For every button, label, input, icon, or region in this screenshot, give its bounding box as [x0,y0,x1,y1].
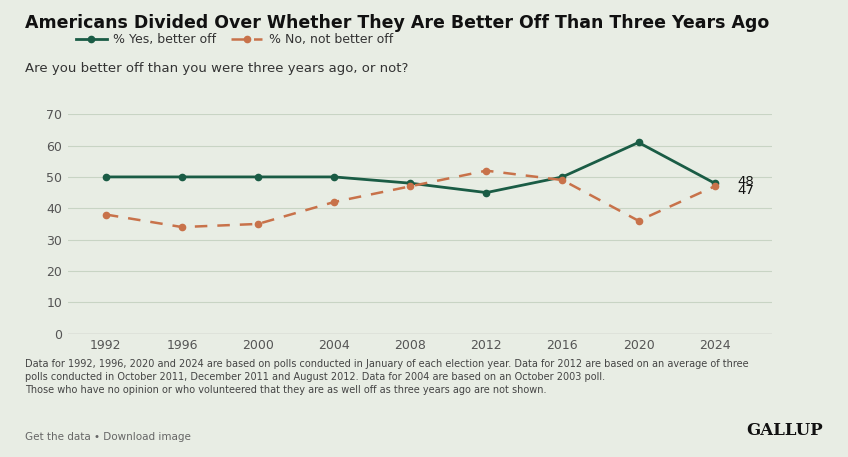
Text: Get the data • Download image: Get the data • Download image [25,432,192,442]
Text: 47: 47 [738,184,755,197]
Text: 48: 48 [738,175,754,188]
Text: Americans Divided Over Whether They Are Better Off Than Three Years Ago: Americans Divided Over Whether They Are … [25,14,770,32]
Legend: % Yes, better off, % No, not better off: % Yes, better off, % No, not better off [70,28,398,51]
Text: GALLUP: GALLUP [746,422,823,439]
Text: Data for 1992, 1996, 2020 and 2024 are based on polls conducted in January of ea: Data for 1992, 1996, 2020 and 2024 are b… [25,359,749,395]
Text: Are you better off than you were three years ago, or not?: Are you better off than you were three y… [25,62,409,74]
